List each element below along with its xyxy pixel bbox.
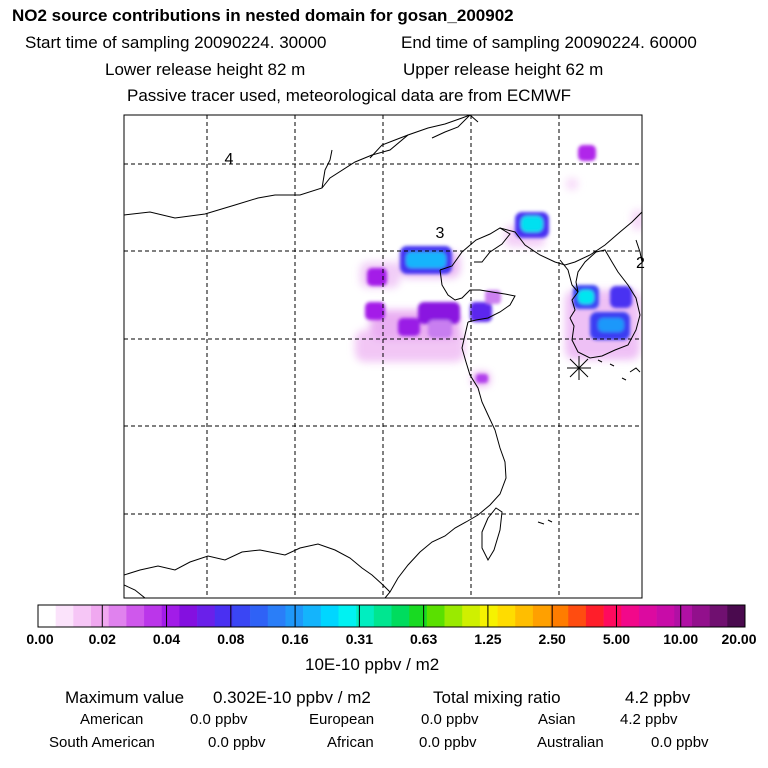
grid-label-3: 3 bbox=[436, 225, 445, 242]
colorbar-swatch bbox=[391, 605, 410, 627]
region-african-value: 0.0 ppbv bbox=[419, 734, 477, 751]
lat-lon-grid bbox=[124, 115, 642, 598]
colorbar-label: 1.25 bbox=[474, 631, 502, 647]
colorbar-swatch bbox=[55, 605, 74, 627]
region-asian-value: 4.2 ppbv bbox=[620, 711, 678, 728]
colorbar-swatch bbox=[73, 605, 92, 627]
colorbar-swatch bbox=[497, 605, 516, 627]
region-european-value: 0.0 ppbv bbox=[421, 711, 479, 728]
colorbar-units: 10E-10 ppbv / m2 bbox=[305, 655, 440, 674]
lower-release-height: Lower release height 82 m bbox=[105, 60, 306, 79]
colorbar-swatch bbox=[320, 605, 339, 627]
total-value: 4.2 ppbv bbox=[625, 688, 691, 707]
colorbar bbox=[38, 605, 746, 627]
colorbar-swatch bbox=[409, 605, 428, 627]
region-european-label: European bbox=[309, 711, 375, 728]
colorbar-label: 10.00 bbox=[663, 631, 699, 647]
colorbar-swatch bbox=[161, 605, 180, 627]
colorbar-swatch bbox=[532, 605, 551, 627]
colorbar-swatch bbox=[479, 605, 498, 627]
colorbar-swatch bbox=[267, 605, 286, 627]
colorbar-label: 0.08 bbox=[217, 631, 245, 647]
colorbar-swatch bbox=[691, 605, 710, 627]
colorbar-swatch bbox=[303, 605, 322, 627]
colorbar-label: 0.16 bbox=[281, 631, 309, 647]
colorbar-swatch bbox=[709, 605, 728, 627]
colorbar-swatch bbox=[285, 605, 304, 627]
colorbar-swatch bbox=[91, 605, 110, 627]
plume-layer bbox=[355, 145, 642, 386]
colorbar-swatch bbox=[197, 605, 216, 627]
region-american-value: 0.0 ppbv bbox=[190, 711, 248, 728]
colorbar-frame bbox=[37, 604, 746, 628]
colorbar-swatch bbox=[214, 605, 233, 627]
colorbar-ticks bbox=[101, 605, 682, 627]
map-title: NO2 source contributions in nested domai… bbox=[12, 6, 514, 25]
end-time: End time of sampling 20090224. 60000 bbox=[401, 33, 697, 52]
region-australian-label: Australian bbox=[537, 734, 604, 751]
map-frame bbox=[123, 114, 643, 599]
colorbar-swatch bbox=[674, 605, 693, 627]
colorbar-label: 2.50 bbox=[538, 631, 566, 647]
colorbar-swatch bbox=[515, 605, 534, 627]
colorbar-swatch bbox=[727, 605, 746, 627]
grid-label-4: 4 bbox=[225, 151, 234, 168]
colorbar-swatch bbox=[232, 605, 251, 627]
colorbar-swatch bbox=[373, 605, 392, 627]
colorbar-label: 20.00 bbox=[721, 631, 757, 647]
colorbar-swatch bbox=[126, 605, 145, 627]
max-label: Maximum value bbox=[65, 688, 185, 707]
region-asian-label: Asian bbox=[538, 711, 576, 728]
colorbar-swatch bbox=[550, 605, 569, 627]
colorbar-label: 0.00 bbox=[26, 631, 54, 647]
colorbar-swatch bbox=[656, 605, 675, 627]
region-south-american-label: South American bbox=[49, 734, 155, 751]
colorbar-swatch bbox=[603, 605, 622, 627]
colorbar-label: 0.31 bbox=[345, 631, 373, 647]
region-african-label: African bbox=[327, 734, 374, 751]
receptor-marker bbox=[567, 356, 591, 380]
colorbar-swatch bbox=[621, 605, 640, 627]
colorbar-swatch bbox=[638, 605, 657, 627]
colorbar-label: 5.00 bbox=[602, 631, 631, 647]
region-american-label: American bbox=[80, 711, 144, 728]
colorbar-swatch bbox=[108, 605, 127, 627]
total-label: Total mixing ratio bbox=[433, 688, 561, 707]
colorbar-swatch bbox=[144, 605, 163, 627]
max-value: 0.302E-10 ppbv / m2 bbox=[213, 688, 371, 707]
colorbar-swatch bbox=[426, 605, 445, 627]
colorbar-swatch bbox=[444, 605, 463, 627]
colorbar-swatch bbox=[179, 605, 198, 627]
colorbar-swatch bbox=[462, 605, 481, 627]
grid-label-2: 2 bbox=[636, 255, 645, 272]
region-australian-value: 0.0 ppbv bbox=[651, 734, 709, 751]
upper-release-height: Upper release height 62 m bbox=[403, 60, 604, 79]
colorbar-swatch bbox=[338, 605, 357, 627]
colorbar-swatch bbox=[250, 605, 269, 627]
colorbar-label: 0.04 bbox=[152, 631, 181, 647]
colorbar-label: 0.63 bbox=[410, 631, 438, 647]
region-south-american-value: 0.0 ppbv bbox=[208, 734, 266, 751]
colorbar-swatch bbox=[356, 605, 375, 627]
colorbar-swatch bbox=[585, 605, 604, 627]
coastlines bbox=[124, 115, 642, 598]
tracer-note: Passive tracer used, meteorological data… bbox=[127, 86, 572, 105]
start-time: Start time of sampling 20090224. 30000 bbox=[25, 33, 327, 52]
colorbar-swatch bbox=[568, 605, 587, 627]
colorbar-swatch bbox=[38, 605, 56, 627]
colorbar-label: 0.02 bbox=[88, 631, 116, 647]
